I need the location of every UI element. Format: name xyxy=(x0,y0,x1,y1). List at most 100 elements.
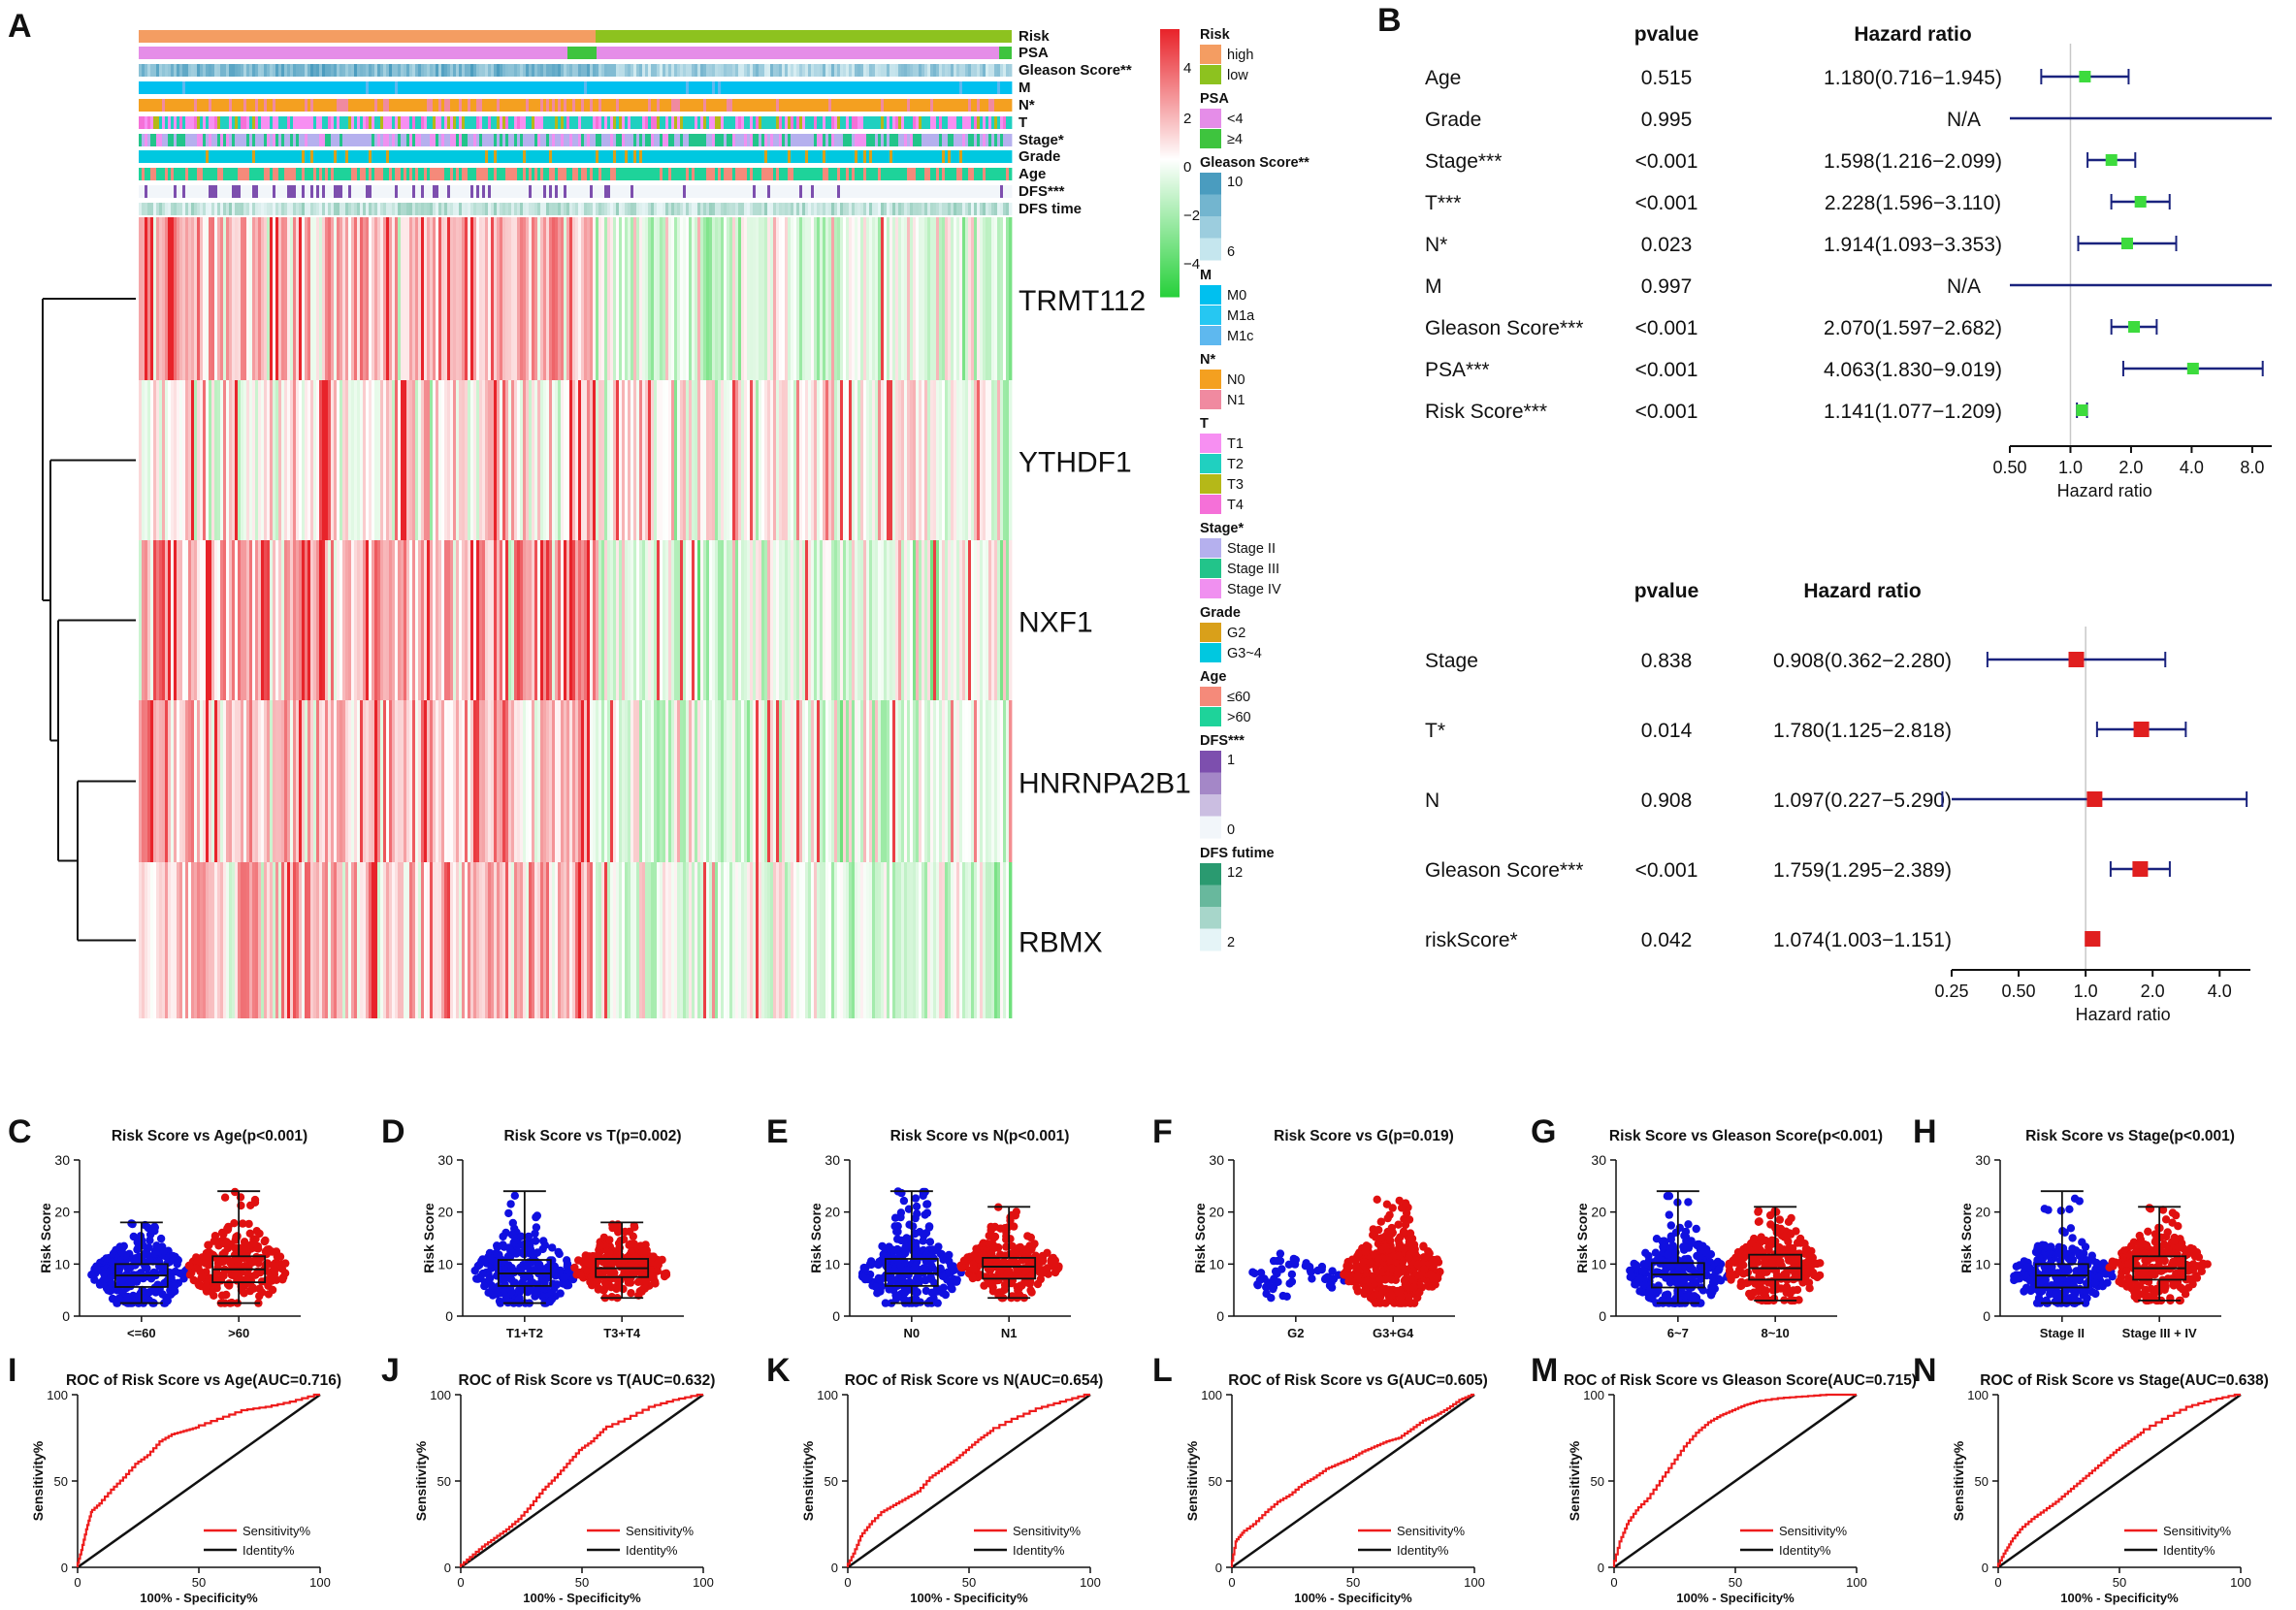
heatmap-cell xyxy=(520,862,524,1018)
annotation-cell xyxy=(968,168,972,180)
annotation-cell xyxy=(895,64,899,77)
annotation-cell xyxy=(677,203,681,215)
annotation-cell xyxy=(922,99,925,112)
heatmap-cell xyxy=(581,700,585,862)
annotation-cell xyxy=(875,168,879,180)
scale-step xyxy=(1160,115,1180,117)
heatmap-cell xyxy=(654,700,658,862)
heatmap-cell xyxy=(243,380,247,540)
annotation-cell xyxy=(759,64,762,77)
heatmap-cell xyxy=(511,380,515,540)
heatmap-cell xyxy=(540,700,544,862)
scale-step xyxy=(1160,205,1180,207)
heatmap-cell xyxy=(799,700,803,862)
annotation-cell xyxy=(764,185,768,198)
heatmap-cell xyxy=(348,217,352,380)
heatmap-cell xyxy=(165,217,169,380)
annotation-cell xyxy=(540,185,544,198)
annotation-cell xyxy=(177,134,180,146)
annotation-cell xyxy=(697,81,701,94)
heatmap-cell xyxy=(814,380,818,540)
annotation-cell xyxy=(206,203,210,215)
annotation-cell xyxy=(520,185,524,198)
annotation-cell xyxy=(255,134,259,146)
heatmap-cell xyxy=(453,380,457,540)
annotation-cell xyxy=(287,134,291,146)
annotation-cell xyxy=(933,116,937,129)
annotation-cell xyxy=(281,64,285,77)
annotation-cell xyxy=(863,99,867,112)
annotation-cell xyxy=(235,81,239,94)
gene-label: RBMX xyxy=(1019,927,1103,959)
heatmap-cell xyxy=(351,380,355,540)
annotation-cell xyxy=(986,64,989,77)
annotation-cell xyxy=(584,168,588,180)
heatmap-cell xyxy=(951,700,954,862)
hazard-ratio-text: N/A xyxy=(1947,275,1981,298)
scale-step xyxy=(1160,154,1180,156)
annotation-cell xyxy=(907,185,911,198)
heatmap-cell xyxy=(738,700,742,862)
annotation-cell xyxy=(639,64,643,77)
annotation-cell xyxy=(267,150,271,163)
heatmap-cell xyxy=(578,540,582,700)
legend-title: N* xyxy=(1200,352,1215,368)
heatmap-cell xyxy=(657,380,661,540)
annotation-cell xyxy=(145,134,148,146)
annotation-cell xyxy=(596,203,599,215)
annotation-cell xyxy=(936,99,940,112)
annotation-cell xyxy=(305,64,308,77)
annotation-cell xyxy=(372,64,375,77)
annotation-cell xyxy=(884,81,888,94)
annotation-cell xyxy=(383,99,387,112)
heatmap-cell xyxy=(636,217,640,380)
heatmap-cell xyxy=(409,540,413,700)
heatmap-cell xyxy=(174,540,178,700)
data-point xyxy=(144,1223,152,1233)
annotation-cell xyxy=(345,134,349,146)
heatmap-cell xyxy=(919,862,922,1018)
heatmap-cell xyxy=(782,217,786,380)
annotation-cell xyxy=(689,203,693,215)
annotation-cell xyxy=(825,203,829,215)
annotation-cell xyxy=(197,203,201,215)
annotation-cell xyxy=(724,81,728,94)
annotation-cell xyxy=(721,99,725,112)
heatmap-cell xyxy=(348,380,352,540)
variable-name: M xyxy=(1425,275,1442,298)
annotation-cell xyxy=(505,134,509,146)
scale-step xyxy=(1160,163,1180,165)
annotation-cell xyxy=(663,134,666,146)
annotation-cell xyxy=(898,64,902,77)
annotation-cell xyxy=(831,185,835,198)
annotation-cell xyxy=(930,203,934,215)
heatmap-cell xyxy=(162,380,166,540)
annotation-cell xyxy=(881,185,885,198)
heatmap-cell xyxy=(331,862,335,1018)
annotation-cell xyxy=(569,203,573,215)
annotation-cell xyxy=(956,116,960,129)
annotation-cell xyxy=(639,150,643,163)
panels-c-h-scatter: Risk Score vs Age(p<0.001)Risk Score0102… xyxy=(38,1128,2235,1340)
heatmap-cell xyxy=(468,217,471,380)
heatmap-cell xyxy=(465,540,469,700)
annotation-cell xyxy=(793,64,797,77)
annotation-cell xyxy=(482,150,486,163)
scale-step xyxy=(1160,159,1180,161)
annotation-cell xyxy=(191,116,195,129)
heatmap-cell xyxy=(671,862,675,1018)
scale-step xyxy=(1160,47,1180,48)
annotation-cell xyxy=(575,99,579,112)
annotation-cell xyxy=(954,116,957,129)
heatmap-cell xyxy=(616,862,620,1018)
heatmap-cell xyxy=(788,700,792,862)
heatmap-cell xyxy=(881,540,885,700)
annotation-cell xyxy=(380,99,384,112)
annotation-cell xyxy=(793,81,797,94)
heatmap-cell xyxy=(456,700,460,862)
annotation-cell xyxy=(767,116,771,129)
heatmap-cell xyxy=(607,217,611,380)
annotation-cell xyxy=(919,150,922,163)
heatmap-cell xyxy=(453,862,457,1018)
heatmap-cell xyxy=(997,217,1001,380)
